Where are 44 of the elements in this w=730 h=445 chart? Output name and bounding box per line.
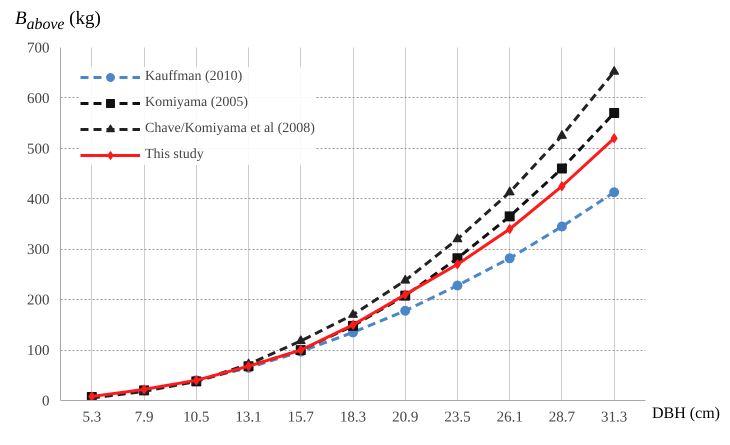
point <box>452 233 462 242</box>
point <box>504 186 515 196</box>
point <box>296 335 306 344</box>
y-tick-label: 0 <box>42 394 50 410</box>
point <box>504 211 515 222</box>
point <box>558 181 566 192</box>
point <box>454 259 461 270</box>
y-tick-label: 600 <box>27 90 50 107</box>
point <box>556 164 567 174</box>
point <box>556 222 567 232</box>
x-tick-label: 26.1 <box>496 410 523 426</box>
legend-label: Komiyama (2005) <box>145 95 248 111</box>
x-tick-label: 13.1 <box>235 410 262 426</box>
legend-label: Kauffman (2010) <box>145 69 242 85</box>
point <box>348 309 358 318</box>
x-tick-label: 28.7 <box>548 410 576 426</box>
x-tick-label: 31.3 <box>601 410 628 426</box>
legend-label: Chave/Komiyama et al (2008) <box>145 121 315 137</box>
point <box>609 187 620 198</box>
point <box>609 108 620 118</box>
point <box>400 274 410 284</box>
y-tick-label: 100 <box>27 343 50 360</box>
point <box>452 280 462 291</box>
x-tick-label: 18.3 <box>340 410 366 426</box>
y-tick-label: 500 <box>27 141 50 158</box>
point <box>610 133 618 144</box>
point <box>556 130 567 139</box>
x-tick-label: 5.3 <box>82 410 102 426</box>
point <box>506 224 514 234</box>
point <box>400 306 410 316</box>
y-tick-label: 200 <box>27 292 50 309</box>
y-tick-label: 300 <box>27 242 50 258</box>
x-axis-title: DBH (cm) <box>652 404 720 424</box>
legend-label: This study <box>145 147 204 163</box>
y-tick-label: 700 <box>27 40 50 56</box>
y-axis-title: B$_{above}$ (kg) <box>15 7 101 35</box>
x-tick-label: 15.7 <box>288 410 314 426</box>
x-tick-label: 10.5 <box>183 410 210 426</box>
point <box>504 253 515 264</box>
y-tick-label: 400 <box>27 192 50 208</box>
x-tick-label: 23.5 <box>444 410 471 426</box>
point <box>609 66 620 75</box>
x-tick-label: 20.9 <box>392 410 418 426</box>
x-tick-label: 7.9 <box>134 410 154 426</box>
